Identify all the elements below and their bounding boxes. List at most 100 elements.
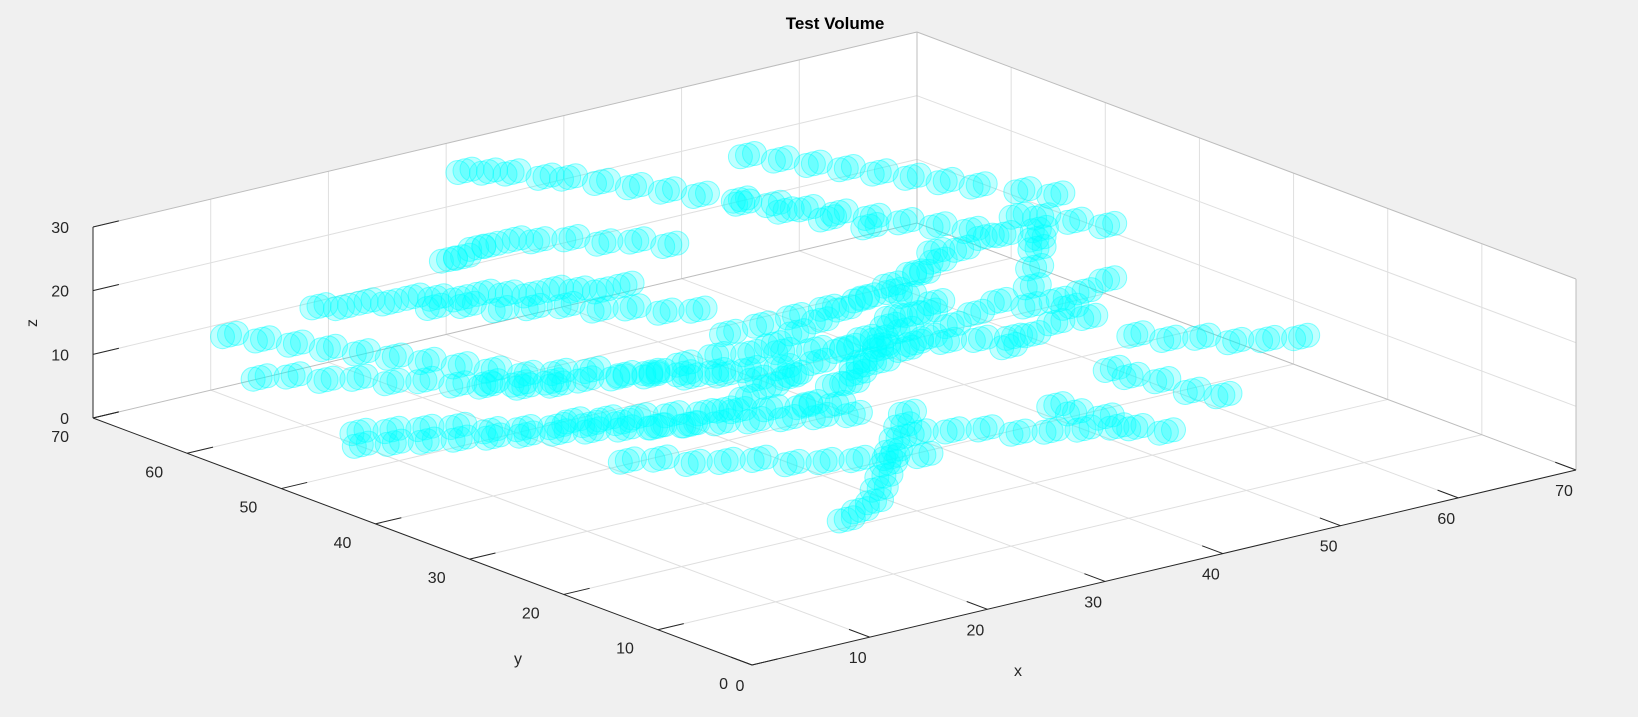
- data-point: [1088, 214, 1114, 240]
- data-point: [782, 404, 807, 429]
- data-point: [822, 339, 847, 364]
- data-point: [280, 363, 306, 388]
- data-point: [742, 313, 767, 339]
- data-point: [546, 294, 572, 320]
- data-point: [558, 225, 584, 251]
- data-point: [902, 280, 928, 306]
- data-point: [513, 369, 539, 395]
- data-point: [581, 279, 607, 305]
- data-point: [838, 448, 864, 474]
- y-tick-label: 50: [240, 500, 258, 517]
- data-point: [685, 401, 711, 427]
- data-point: [680, 450, 706, 476]
- data-point: [760, 191, 786, 217]
- data-point: [624, 228, 650, 253]
- data-point: [210, 324, 235, 350]
- data-point: [348, 432, 374, 458]
- data-point: [767, 407, 793, 433]
- data-point: [918, 249, 944, 275]
- data-point: [887, 436, 913, 462]
- data-point: [654, 444, 680, 470]
- data-point: [770, 365, 796, 391]
- data-point: [730, 342, 756, 368]
- data-point: [476, 159, 501, 185]
- data-point: [506, 363, 532, 389]
- data-point: [845, 360, 871, 386]
- data-point: [1125, 361, 1151, 387]
- data-point: [313, 367, 339, 393]
- y-tick: [187, 446, 214, 454]
- data-point: [638, 361, 664, 387]
- data-point: [923, 238, 949, 264]
- data-point: [1262, 324, 1288, 350]
- data-point: [593, 295, 619, 321]
- data-point: [1005, 420, 1031, 446]
- data-point: [711, 341, 737, 366]
- data-point: [918, 214, 944, 240]
- data-point: [617, 229, 643, 255]
- data-point: [412, 367, 438, 393]
- data-point: [513, 361, 539, 387]
- data-point: [1003, 331, 1029, 357]
- data-point: [1022, 205, 1048, 231]
- data-point: [551, 227, 577, 253]
- data-point: [374, 345, 400, 371]
- data-point: [217, 322, 242, 348]
- data-point: [979, 290, 1005, 316]
- data-point: [584, 409, 610, 435]
- grid-y-floor: [469, 363, 1294, 560]
- edge-top-x: [916, 31, 1577, 280]
- grid-y-floor: [187, 257, 1012, 454]
- data-point: [753, 193, 779, 219]
- data-point: [742, 383, 767, 409]
- x-tick-label: 20: [967, 622, 985, 639]
- data-point: [965, 215, 991, 241]
- data-point: [1043, 309, 1069, 335]
- data-point: [833, 506, 859, 532]
- data-point: [471, 234, 497, 260]
- data-point: [659, 401, 685, 427]
- data-point: [847, 497, 873, 523]
- x-tick: [1201, 545, 1224, 555]
- data-point: [862, 334, 887, 360]
- data-point: [539, 368, 565, 394]
- data-point: [518, 414, 544, 439]
- data-point: [831, 295, 857, 321]
- data-point: [789, 302, 815, 327]
- data-point: [652, 299, 678, 325]
- data-point: [815, 306, 840, 332]
- data-point: [984, 223, 1010, 249]
- data-point: [887, 401, 913, 427]
- data-point: [845, 446, 871, 472]
- data-point: [626, 403, 652, 429]
- data-point: [869, 335, 895, 361]
- axis-box-edges: [92, 31, 1577, 666]
- data-point: [1045, 416, 1071, 442]
- data-point: [579, 357, 605, 383]
- data-point: [826, 200, 852, 225]
- data-point: [492, 161, 518, 187]
- data-point: [819, 201, 845, 227]
- data-point: [725, 397, 751, 423]
- data-point: [459, 156, 485, 182]
- data-point: [968, 326, 993, 352]
- y-tick: [375, 517, 402, 525]
- data-point: [883, 449, 909, 475]
- data-point: [942, 326, 968, 352]
- data-point: [899, 334, 925, 360]
- data-point: [1038, 289, 1064, 314]
- data-point: [572, 359, 598, 384]
- data-point: [1222, 328, 1248, 354]
- data-point: [991, 221, 1017, 247]
- data-point: [878, 461, 904, 487]
- data-point: [1156, 366, 1182, 391]
- data-point: [1255, 326, 1281, 352]
- data-point: [902, 262, 928, 288]
- z-tick: [92, 411, 120, 419]
- data-point: [751, 374, 777, 400]
- data-point: [765, 371, 791, 397]
- data-point: [546, 420, 572, 445]
- data-point: [480, 371, 506, 397]
- data-point: [417, 286, 443, 312]
